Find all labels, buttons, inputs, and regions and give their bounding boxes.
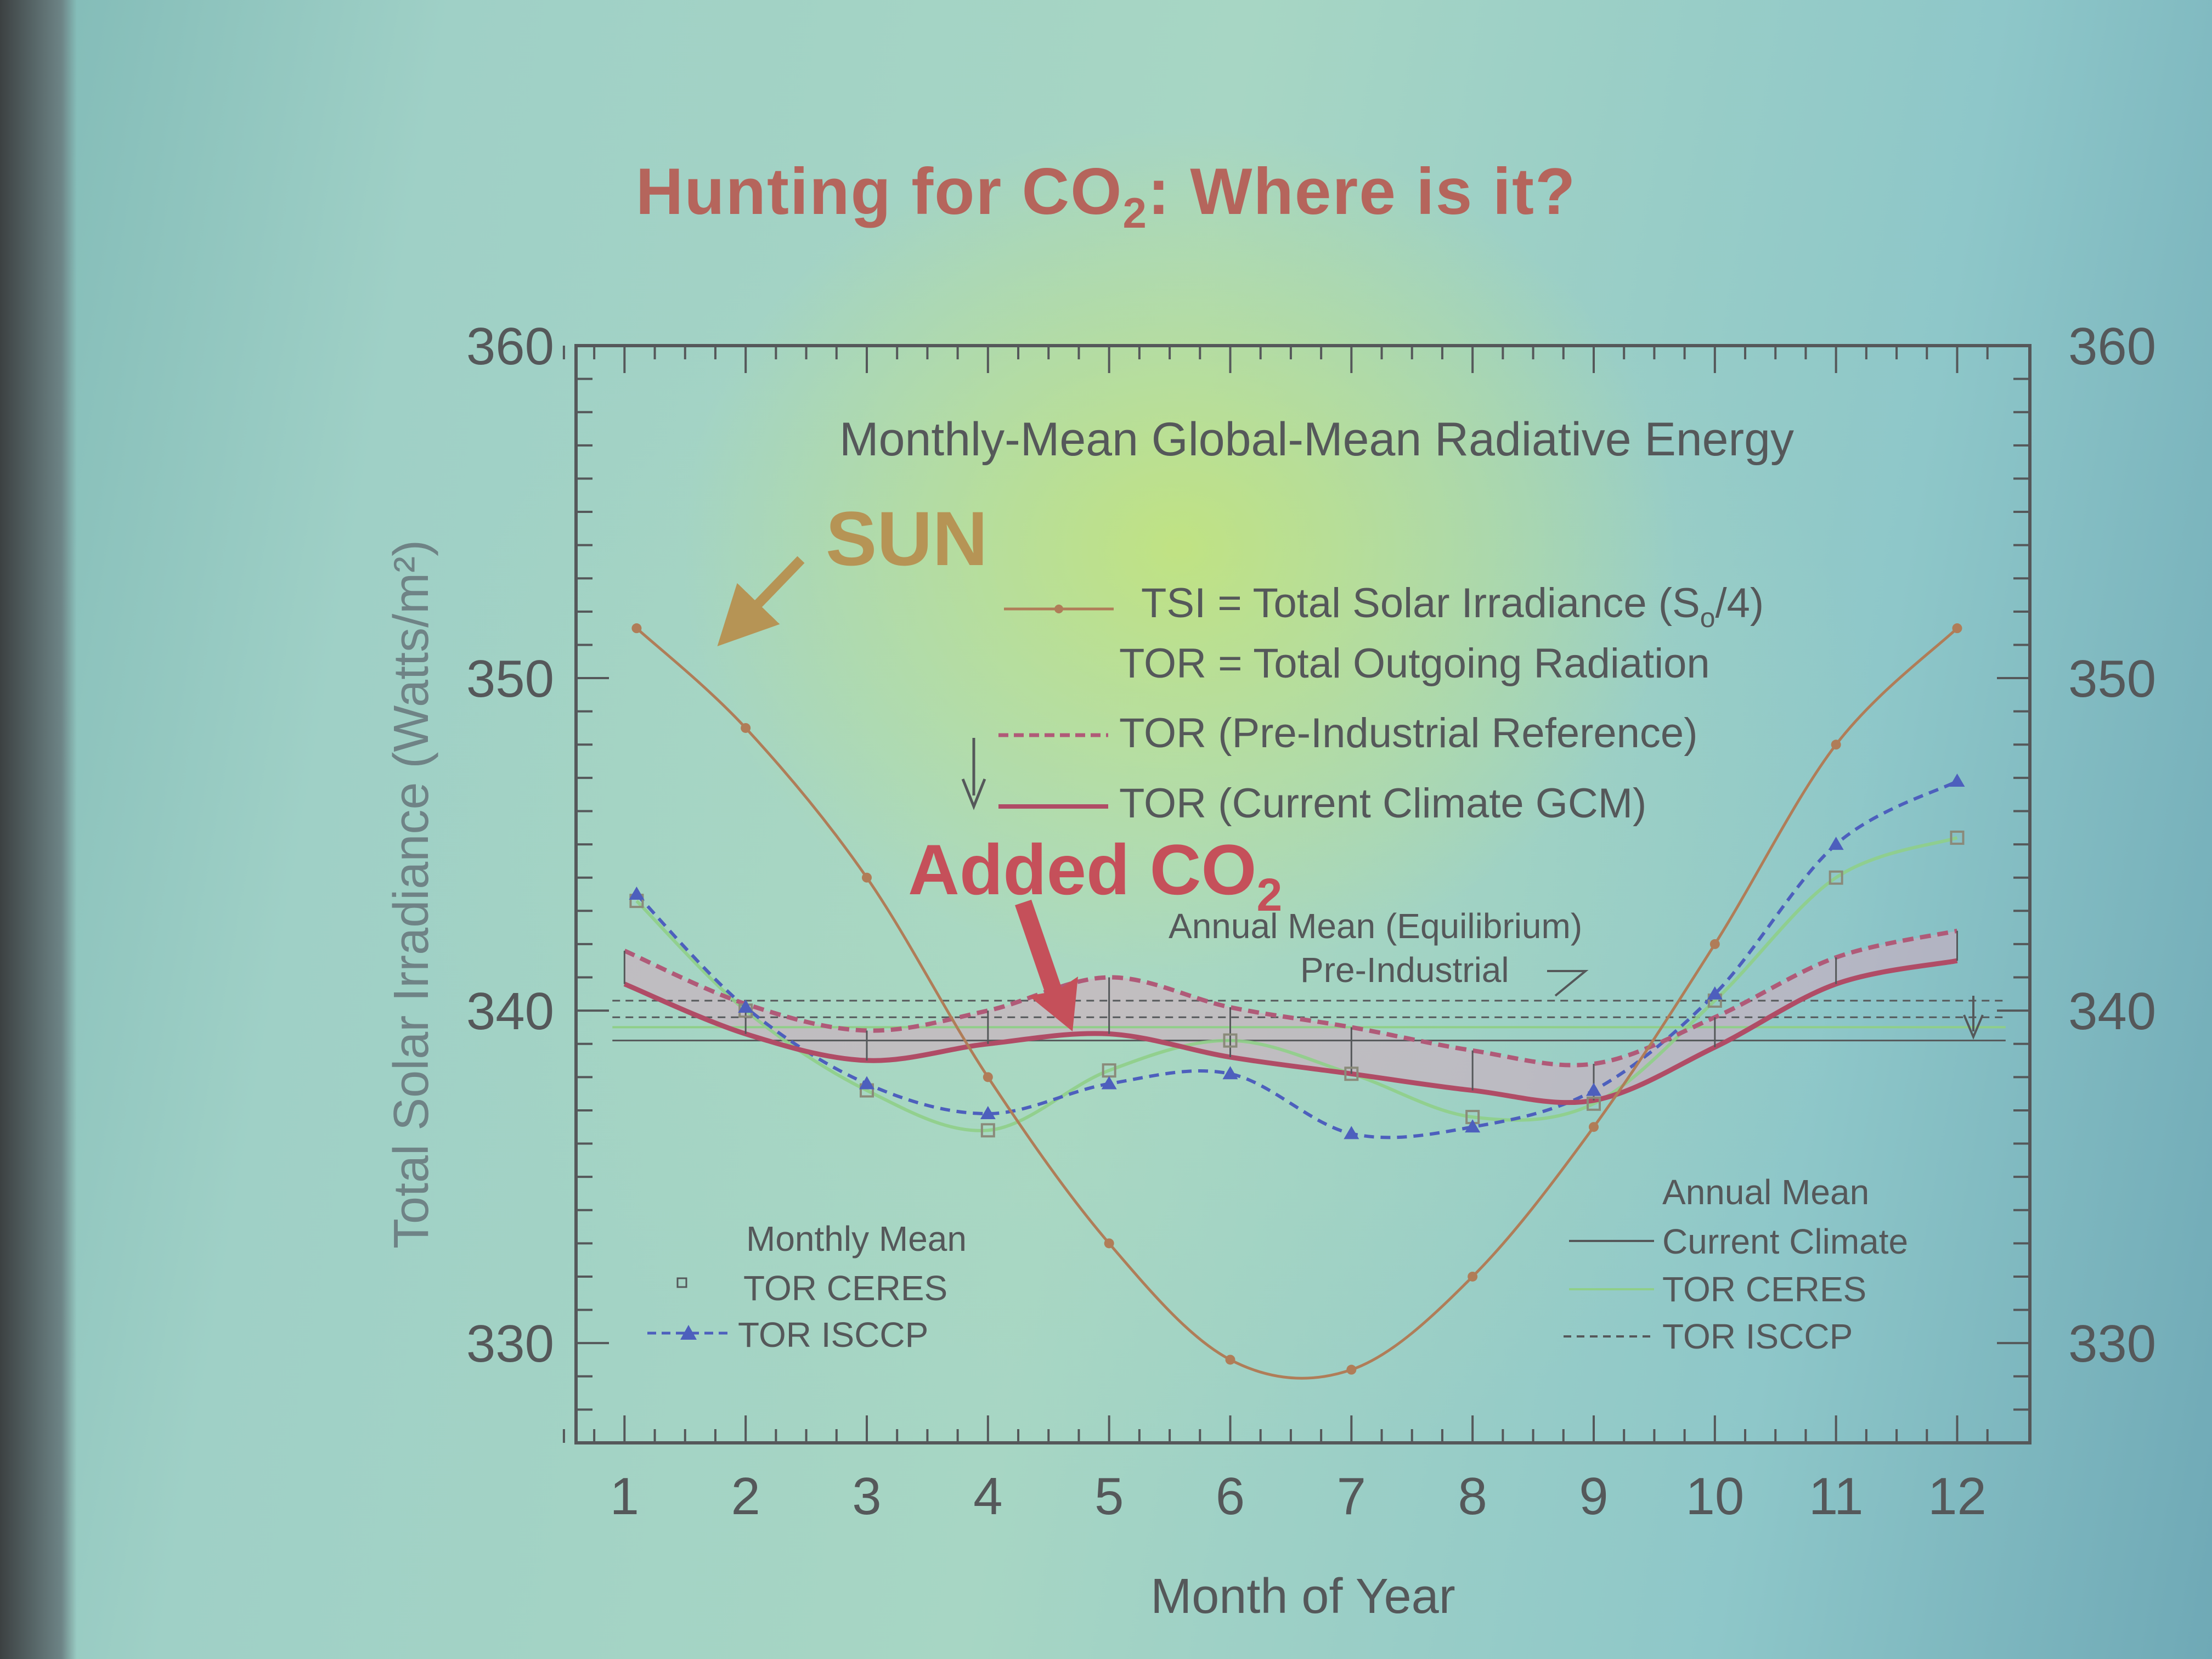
tsi-point-2 bbox=[741, 723, 751, 733]
preindustrial-label: Pre-Industrial bbox=[1300, 950, 1509, 990]
x-tick-label-8: 8 bbox=[1458, 1467, 1487, 1526]
series-tsi bbox=[635, 627, 1959, 1380]
isccp-point-11 bbox=[1828, 837, 1844, 850]
x-tick-label-12: 12 bbox=[1928, 1467, 1987, 1526]
legend-tor-definition: TOR = Total Outgoing Radiation bbox=[1119, 640, 1710, 687]
legend-tsi-dot bbox=[1054, 605, 1063, 613]
x-tick-label-11: 11 bbox=[1809, 1467, 1864, 1526]
y-tick-label-left-360: 360 bbox=[466, 317, 554, 376]
tsi-point-3 bbox=[862, 872, 872, 883]
tsi-point-5 bbox=[1104, 1238, 1114, 1249]
tsi-point-12 bbox=[1952, 623, 1962, 634]
y-tick-label-right-340: 340 bbox=[2068, 982, 2156, 1041]
legend-ceres-square bbox=[676, 1277, 687, 1288]
right-down-arrow-icon bbox=[1963, 996, 1984, 1040]
legend-down-arrow-icon bbox=[961, 738, 986, 810]
co2-forcing-band bbox=[624, 930, 1957, 1103]
y-tick-label-left-340: 340 bbox=[466, 982, 554, 1041]
x-tick-label-3: 3 bbox=[852, 1467, 881, 1526]
isccp-point-6 bbox=[1222, 1066, 1238, 1080]
isccp-point-10 bbox=[1707, 986, 1723, 1000]
tsi-point-7 bbox=[1346, 1364, 1357, 1375]
tsi-point-4 bbox=[983, 1072, 993, 1082]
x-tick-label-7: 7 bbox=[1337, 1467, 1366, 1526]
tsi-point-6 bbox=[1225, 1355, 1235, 1365]
y-tick-label-left-350: 350 bbox=[466, 650, 554, 708]
isccp-point-7 bbox=[1344, 1126, 1359, 1139]
tsi-point-1 bbox=[631, 623, 642, 634]
tsi-point-10 bbox=[1709, 939, 1720, 949]
tsi-point-11 bbox=[1831, 740, 1841, 750]
isccp-point-5 bbox=[1101, 1076, 1117, 1090]
series-tor-ceres bbox=[635, 836, 1958, 1132]
x-tick-label-10: 10 bbox=[1685, 1467, 1744, 1526]
isccp-point-12 bbox=[1949, 773, 1965, 787]
slide-title: Hunting for CO2: Where is it? bbox=[635, 155, 1577, 237]
isccp-point-1 bbox=[629, 887, 645, 900]
ceres-point-4 bbox=[980, 1123, 995, 1138]
x-tick-label-9: 9 bbox=[1579, 1467, 1608, 1526]
sun-annotation: SUN bbox=[826, 495, 988, 582]
co2-arrow-icon bbox=[1015, 900, 1078, 1031]
screen-bezel bbox=[0, 0, 77, 1659]
legend-monthly-mean-heading: Monthly Mean bbox=[746, 1219, 967, 1259]
legend-tsi-label: TSI = Total Solar Irradiance (So/4) bbox=[1141, 580, 1764, 633]
x-tick-label-5: 5 bbox=[1094, 1467, 1124, 1526]
legend-tsi-end: /4) bbox=[1716, 580, 1764, 627]
isccp-point-4 bbox=[980, 1106, 996, 1119]
legend-annual-isccp: TOR ISCCP bbox=[1662, 1317, 1853, 1356]
ceres-point-7 bbox=[1344, 1066, 1359, 1081]
preindustrial-pointer-icon bbox=[1547, 970, 1589, 997]
added-co2-annotation: Added CO2 bbox=[908, 830, 1282, 921]
isccp-point-2 bbox=[738, 1000, 754, 1013]
x-tick-label-1: 1 bbox=[610, 1467, 639, 1526]
legend-monthly-isccp: TOR ISCCP bbox=[738, 1315, 928, 1355]
y-tick-label-right-330: 330 bbox=[2068, 1314, 2156, 1373]
added-co2-sub: 2 bbox=[1257, 869, 1283, 921]
legend-tor-preindustrial: TOR (Pre-Industrial Reference) bbox=[1119, 710, 1698, 757]
tsi-point-8 bbox=[1468, 1271, 1478, 1282]
legend-tor-current: TOR (Current Climate GCM) bbox=[1119, 780, 1646, 827]
legend-annual-ceres: TOR CERES bbox=[1662, 1269, 1866, 1309]
ceres-point-9 bbox=[1587, 1096, 1601, 1111]
x-tick-label-6: 6 bbox=[1216, 1467, 1245, 1526]
x-axis-label: Month of Year bbox=[1150, 1569, 1455, 1624]
sun-arrow-icon bbox=[717, 556, 805, 646]
y-tick-label-right-360: 360 bbox=[2068, 317, 2156, 376]
annual-mean-equilibrium-label: Annual Mean (Equilibrium) bbox=[1169, 906, 1582, 946]
plot-frame bbox=[574, 344, 2032, 1444]
series-tor-preindustrial bbox=[623, 928, 1958, 1068]
y-tick-label-left-330: 330 bbox=[466, 1314, 554, 1373]
isccp-point-9 bbox=[1586, 1082, 1601, 1096]
legend-annual-current: Current Climate bbox=[1662, 1222, 1908, 1261]
tsi-point-9 bbox=[1589, 1122, 1599, 1132]
chart-title: Monthly-Mean Global-Mean Radiative Energ… bbox=[839, 413, 1794, 466]
x-tick-label-2: 2 bbox=[731, 1467, 760, 1526]
legend-tsi-sub: o bbox=[1700, 602, 1716, 633]
isccp-point-3 bbox=[859, 1076, 874, 1090]
series-tor-current bbox=[623, 958, 1958, 1105]
y-axis-label: Total Solar Irradiance (Watts/m²) bbox=[384, 540, 439, 1249]
series-tor-isccp bbox=[635, 780, 1958, 1139]
isccp-point-8 bbox=[1465, 1119, 1481, 1133]
y-tick-label-right-350: 350 bbox=[2068, 650, 2156, 708]
legend-monthly-ceres: TOR CERES bbox=[743, 1268, 947, 1308]
ceres-point-11 bbox=[1829, 870, 1843, 885]
ceres-point-6 bbox=[1223, 1033, 1238, 1048]
legend-annual-mean-heading: Annual Mean bbox=[1662, 1172, 1869, 1212]
legend-isccp-triangle bbox=[680, 1325, 697, 1340]
x-tick-label-4: 4 bbox=[973, 1467, 1002, 1526]
ceres-point-12 bbox=[1950, 830, 1965, 845]
